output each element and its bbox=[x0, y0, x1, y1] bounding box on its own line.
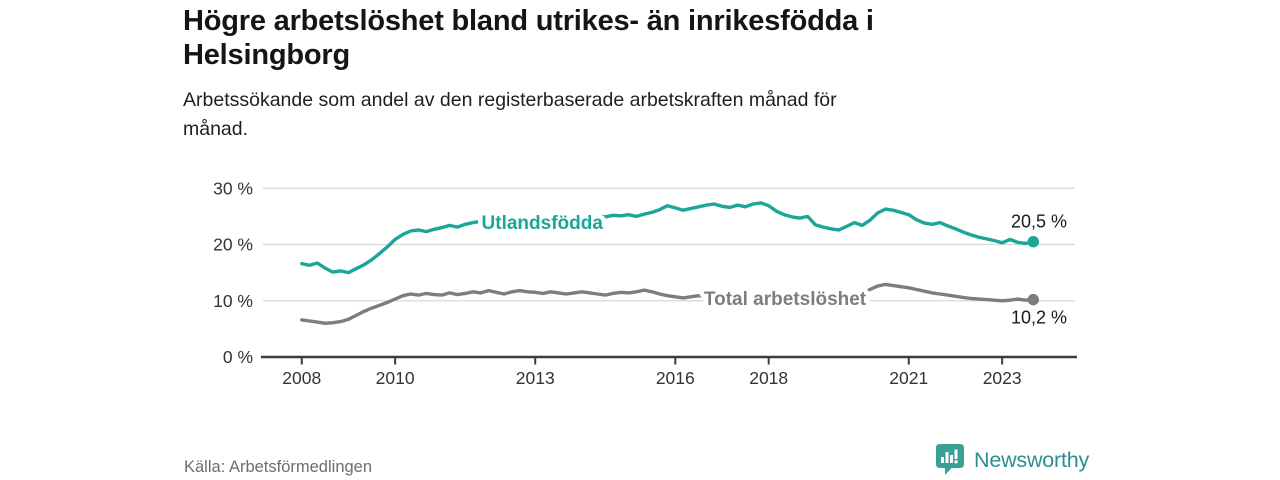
y-axis-tick-label: 10 % bbox=[213, 291, 253, 311]
utlandsfodda-line bbox=[300, 201, 1036, 275]
brand-name: Newsworthy bbox=[974, 447, 1090, 472]
total-end-value-label: 10,2 % bbox=[1011, 308, 1067, 328]
total-line bbox=[300, 282, 1036, 325]
source-note: Källa: Arbetsförmedlingen bbox=[184, 458, 373, 476]
y-axis-tick-label: 20 % bbox=[213, 235, 253, 255]
x-axis-tick-label: 2018 bbox=[749, 368, 788, 388]
x-axis-tick-label: 2023 bbox=[983, 368, 1022, 388]
x-axis-tick-label: 2016 bbox=[656, 368, 695, 388]
x-axis-tick-label: 2008 bbox=[282, 368, 321, 388]
x-axis-tick-label: 2010 bbox=[376, 368, 415, 388]
chart-subtitle: Arbetssökande som andel av den registerb… bbox=[183, 86, 1123, 144]
y-axis-tick-label: 0 % bbox=[223, 347, 253, 367]
x-axis-tick-label: 2021 bbox=[889, 368, 928, 388]
title-line-2: Helsingborg bbox=[183, 39, 350, 71]
chart-header: Högre arbetslöshet bland utrikes- än inr… bbox=[183, 4, 1123, 144]
title-line-1: Högre arbetslöshet bland utrikes- än inr… bbox=[183, 5, 874, 37]
subtitle-line-1: Arbetssökande som andel av den registerb… bbox=[183, 89, 837, 111]
page-title: Högre arbetslöshet bland utrikes- än inr… bbox=[183, 4, 1123, 72]
total-series-label: Total arbetslöshet bbox=[704, 289, 867, 310]
y-axis-tick-label: 30 % bbox=[213, 178, 253, 198]
utlandsfodda-end-dot bbox=[1027, 235, 1039, 248]
bar-chart-speech-bubble-icon bbox=[936, 444, 964, 475]
x-axis-tick-label: 2013 bbox=[516, 368, 555, 388]
utlandsfodda-end-value-label: 20,5 % bbox=[1011, 212, 1067, 232]
total-end-dot bbox=[1027, 293, 1039, 306]
utlandsfodda-series-label: Utlandsfödda bbox=[482, 213, 604, 234]
newsworthy-logo[interactable]: Newsworthy bbox=[936, 444, 1089, 476]
subtitle-line-2: månad. bbox=[183, 118, 249, 140]
